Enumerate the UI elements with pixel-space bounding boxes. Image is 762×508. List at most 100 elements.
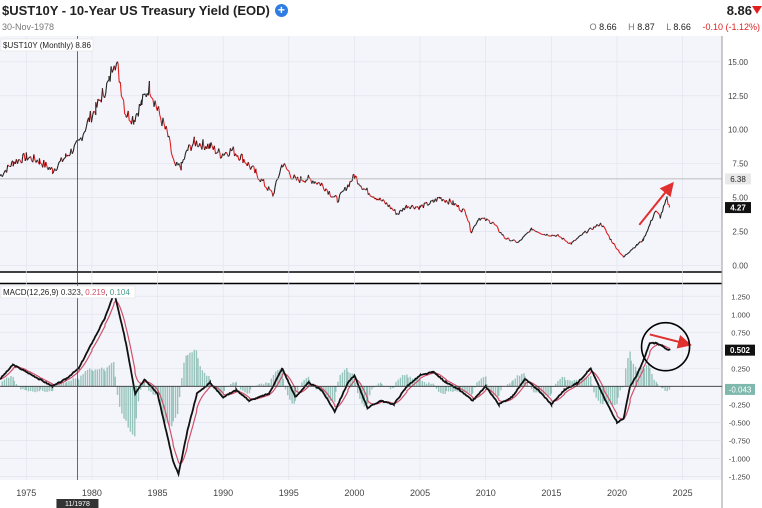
histogram-bar xyxy=(197,358,199,387)
add-icon[interactable]: + xyxy=(274,4,288,17)
histogram-bar xyxy=(334,386,336,402)
histogram-bar xyxy=(258,383,260,387)
histogram-bar xyxy=(599,386,602,404)
histogram-bar xyxy=(78,379,80,387)
histogram-bar xyxy=(512,380,514,387)
histogram-bar xyxy=(3,379,6,387)
histogram-bar xyxy=(235,381,237,387)
histogram-bar xyxy=(625,368,627,387)
histogram-bar xyxy=(72,378,74,387)
histogram-bar xyxy=(563,377,566,387)
histogram-bar xyxy=(485,376,487,387)
histogram-bar xyxy=(561,376,563,387)
histogram-bar xyxy=(369,386,371,396)
histogram-bar xyxy=(459,386,462,393)
histogram-bar xyxy=(48,386,50,392)
price-panel xyxy=(0,36,722,271)
histogram-bar xyxy=(466,386,468,394)
svg-text:4.27: 4.27 xyxy=(730,204,746,213)
histogram-bar xyxy=(471,386,474,394)
y-tick-label: -0.750 xyxy=(729,436,750,445)
histogram-bar xyxy=(511,381,513,387)
histogram-bar xyxy=(409,376,411,387)
histogram-bar xyxy=(668,386,671,390)
histogram-bar xyxy=(591,384,593,387)
histogram-bar xyxy=(187,354,189,387)
histogram-bar xyxy=(656,383,659,387)
histogram-bar xyxy=(313,386,315,388)
histogram-bar xyxy=(363,386,365,407)
chart-title: $UST10Y - 10-Year US Treasury Yield (EOD… xyxy=(2,3,288,18)
histogram-bar xyxy=(542,386,545,395)
histogram-bar xyxy=(533,386,535,393)
histogram-bar xyxy=(168,386,171,426)
histogram-bar xyxy=(567,379,569,387)
histogram-bar xyxy=(627,358,629,387)
histogram-bar xyxy=(103,368,105,387)
x-tick-label: 1995 xyxy=(279,488,299,498)
last-price: 8.86 xyxy=(726,3,752,18)
histogram-bar xyxy=(305,378,308,387)
histogram-bar xyxy=(58,382,60,387)
y-tick-label: -0.500 xyxy=(729,418,750,427)
histogram-bar xyxy=(5,377,8,387)
histogram-bar xyxy=(193,349,195,387)
histogram-bar xyxy=(609,386,612,405)
histogram-bar xyxy=(518,375,521,387)
histogram-bar xyxy=(557,381,559,387)
histogram-bar xyxy=(1,381,3,387)
histogram-bar xyxy=(8,377,10,387)
macd-arrow xyxy=(649,333,692,349)
ohlc-readout: O 8.66 H 8.87 L 8.66 -0.10 (-1.12%) xyxy=(589,22,760,32)
histogram-bar xyxy=(121,386,123,414)
histogram-bar xyxy=(80,375,82,387)
histogram-bar xyxy=(549,386,551,396)
histogram-bar xyxy=(174,386,177,418)
histogram-bar xyxy=(108,365,111,387)
histogram-bar xyxy=(189,352,191,387)
histogram-bar xyxy=(176,386,179,415)
histogram-bar xyxy=(25,386,27,391)
histogram-bar xyxy=(201,370,204,387)
histogram-bar xyxy=(526,382,528,387)
histogram-bar xyxy=(101,367,103,387)
histogram-bar xyxy=(413,378,416,387)
histogram-bar xyxy=(559,379,561,387)
macd-panel xyxy=(0,284,722,480)
histogram-bar xyxy=(46,386,48,392)
histogram-bar xyxy=(506,384,509,387)
histogram-bar xyxy=(611,386,614,406)
macd-value-label: 0.502 xyxy=(725,344,755,356)
price-chart[interactable]: 15.00 12.50 10.00 7.50 5.00 2.50 0.00 1.250 1.00… xyxy=(0,36,762,508)
histogram-bar xyxy=(371,386,373,390)
histogram-bar xyxy=(74,378,77,387)
histogram-bar xyxy=(246,386,248,394)
histogram-bar xyxy=(621,386,624,388)
x-tick-label: 2005 xyxy=(410,488,430,498)
histogram-bar xyxy=(116,386,119,395)
histogram-bar xyxy=(497,386,499,399)
histogram-bar xyxy=(82,374,84,387)
histogram-bar xyxy=(327,386,329,399)
histogram-bar xyxy=(464,386,466,393)
histogram-bar xyxy=(399,377,402,387)
histogram-bar xyxy=(478,380,480,387)
histogram-bar xyxy=(648,363,650,387)
histogram-bar xyxy=(635,371,638,387)
histogram-bar xyxy=(98,369,101,387)
histogram-bar xyxy=(27,386,30,392)
histogram-bar xyxy=(421,380,423,387)
histogram-bar xyxy=(64,382,67,387)
histogram-bar xyxy=(39,386,42,390)
y-tick-label: 0.750 xyxy=(731,328,750,337)
histogram-bar xyxy=(265,382,267,387)
histogram-bar xyxy=(590,376,592,387)
histogram-bar xyxy=(655,381,658,387)
histogram-bar xyxy=(270,378,272,387)
histogram-bar xyxy=(395,381,397,387)
histogram-bar xyxy=(662,386,664,388)
histogram-bar xyxy=(643,368,646,387)
svg-text:-0.043: -0.043 xyxy=(729,385,752,394)
histogram-bar xyxy=(480,378,483,387)
histogram-bar xyxy=(347,371,349,387)
